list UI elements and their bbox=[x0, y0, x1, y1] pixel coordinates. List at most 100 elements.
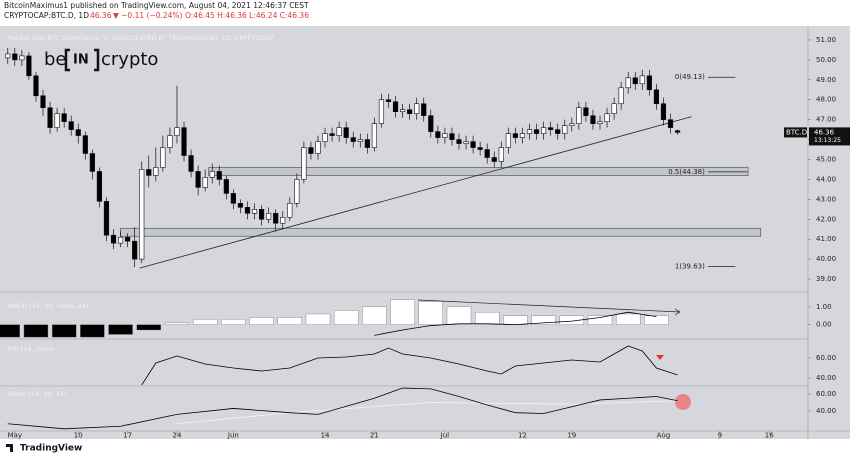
candle-body bbox=[667, 119, 674, 128]
candle-body bbox=[435, 131, 441, 138]
stoch-title: Stoch (14, 28, 14) bbox=[8, 390, 67, 398]
y-tick-label: 49.00 bbox=[816, 76, 836, 84]
logo: be IN crypto bbox=[44, 48, 158, 72]
candle-body bbox=[674, 130, 681, 133]
candle-body bbox=[181, 127, 187, 156]
candle-body bbox=[146, 169, 152, 176]
histogram-bar bbox=[249, 317, 274, 325]
histogram-bar bbox=[136, 324, 161, 331]
candle-body bbox=[618, 87, 624, 105]
candle-body bbox=[301, 147, 307, 180]
x-tick-label: 21 bbox=[370, 432, 379, 440]
logo-crypto: crypto bbox=[101, 49, 158, 70]
candle-body bbox=[188, 155, 194, 172]
candle-body bbox=[407, 109, 413, 114]
candle-body bbox=[287, 203, 293, 218]
candle-body bbox=[294, 179, 300, 204]
ohlc: O:46.45 H:46.36 L:46.24 C:46.36 bbox=[185, 11, 309, 20]
x-tick-label: 17 bbox=[123, 432, 132, 440]
candle-body bbox=[174, 127, 180, 136]
candle-body bbox=[68, 121, 74, 130]
candle-body bbox=[639, 75, 645, 85]
histogram-bar bbox=[23, 324, 49, 338]
candle-body bbox=[364, 139, 370, 148]
candle-body bbox=[273, 212, 279, 224]
logo-brackets bbox=[64, 48, 100, 72]
candle-body bbox=[625, 77, 631, 89]
chart-title: Market Cap BTC Dominance, % (CALCULATED … bbox=[8, 34, 273, 42]
footer-brand: TradingView bbox=[20, 444, 82, 454]
candle-body bbox=[343, 127, 349, 138]
rsi-marker bbox=[656, 355, 664, 360]
candle-body bbox=[322, 133, 328, 142]
candle-body bbox=[442, 133, 448, 138]
candle-body bbox=[555, 129, 561, 134]
indicator-line bbox=[7, 387, 678, 430]
y-tick-label: 1.00 bbox=[816, 303, 832, 311]
candle-body bbox=[223, 179, 229, 194]
y-tick-label: 60.00 bbox=[816, 354, 836, 362]
candle-body bbox=[61, 113, 67, 122]
histogram-bar bbox=[192, 319, 218, 325]
candle-body bbox=[54, 113, 60, 128]
y-tick-label: 40.00 bbox=[816, 374, 836, 382]
y-tick-label: 43.00 bbox=[816, 195, 836, 203]
candle-body bbox=[47, 107, 53, 128]
rsi-title: RSI (14, close) bbox=[8, 345, 55, 353]
price-countdown: 13:13:25 bbox=[814, 137, 841, 144]
candle-body bbox=[251, 209, 258, 214]
candle-body bbox=[378, 99, 385, 124]
macd-trend-arrow bbox=[417, 299, 681, 316]
candle-body bbox=[160, 147, 166, 168]
candle-body bbox=[660, 103, 667, 120]
indicator-line bbox=[176, 400, 678, 425]
candle-body bbox=[653, 89, 660, 105]
candle-body bbox=[202, 177, 208, 188]
candle-body bbox=[519, 133, 526, 138]
candle-body bbox=[470, 141, 476, 148]
candle-body bbox=[597, 121, 603, 124]
x-tick-label: 24 bbox=[173, 432, 182, 440]
candle-body bbox=[195, 171, 201, 188]
fib-label: 0(49.13) bbox=[675, 73, 705, 81]
candle-body bbox=[449, 133, 455, 140]
change: ▼ −0.11 (−0.24%) bbox=[113, 11, 183, 20]
candle-body bbox=[414, 103, 420, 114]
candle-body bbox=[33, 75, 39, 97]
y-tick-label: 39.00 bbox=[816, 275, 836, 283]
support-zone bbox=[120, 227, 762, 237]
y-tick-label: 41.00 bbox=[816, 235, 836, 243]
histogram-bar bbox=[446, 306, 472, 325]
candle-body bbox=[541, 127, 547, 134]
candle-body bbox=[562, 125, 568, 134]
histogram-bar bbox=[277, 317, 302, 325]
x-tick-label: Aug bbox=[657, 432, 671, 440]
y-tick-label: 51.00 bbox=[816, 36, 836, 44]
price-value: 46.36 bbox=[814, 128, 835, 136]
candle-body bbox=[266, 212, 272, 220]
indicator-line bbox=[374, 311, 657, 336]
histogram-bar bbox=[305, 313, 331, 325]
footer-bg bbox=[0, 439, 850, 458]
candle-body bbox=[548, 127, 554, 130]
candle-body bbox=[110, 234, 117, 244]
candle-body bbox=[132, 240, 138, 260]
histogram-bar bbox=[616, 313, 641, 325]
histogram-bar bbox=[80, 324, 105, 338]
histogram-bar bbox=[559, 315, 585, 325]
y-tick-label: 60.00 bbox=[816, 390, 836, 398]
candle-body bbox=[385, 99, 392, 103]
candle-body bbox=[583, 107, 589, 116]
candle-body bbox=[237, 203, 244, 208]
x-tick-label: 9 bbox=[718, 432, 722, 440]
candle-body bbox=[505, 133, 511, 148]
y-tick-label: 44.00 bbox=[816, 175, 836, 183]
x-tick-label: 16 bbox=[765, 432, 774, 440]
candle-body bbox=[230, 193, 236, 204]
y-tick-label: 40.00 bbox=[816, 255, 836, 263]
candle-body bbox=[463, 141, 469, 144]
candle-body bbox=[392, 101, 399, 112]
fib-label: 0.5(44.38) bbox=[668, 168, 705, 176]
